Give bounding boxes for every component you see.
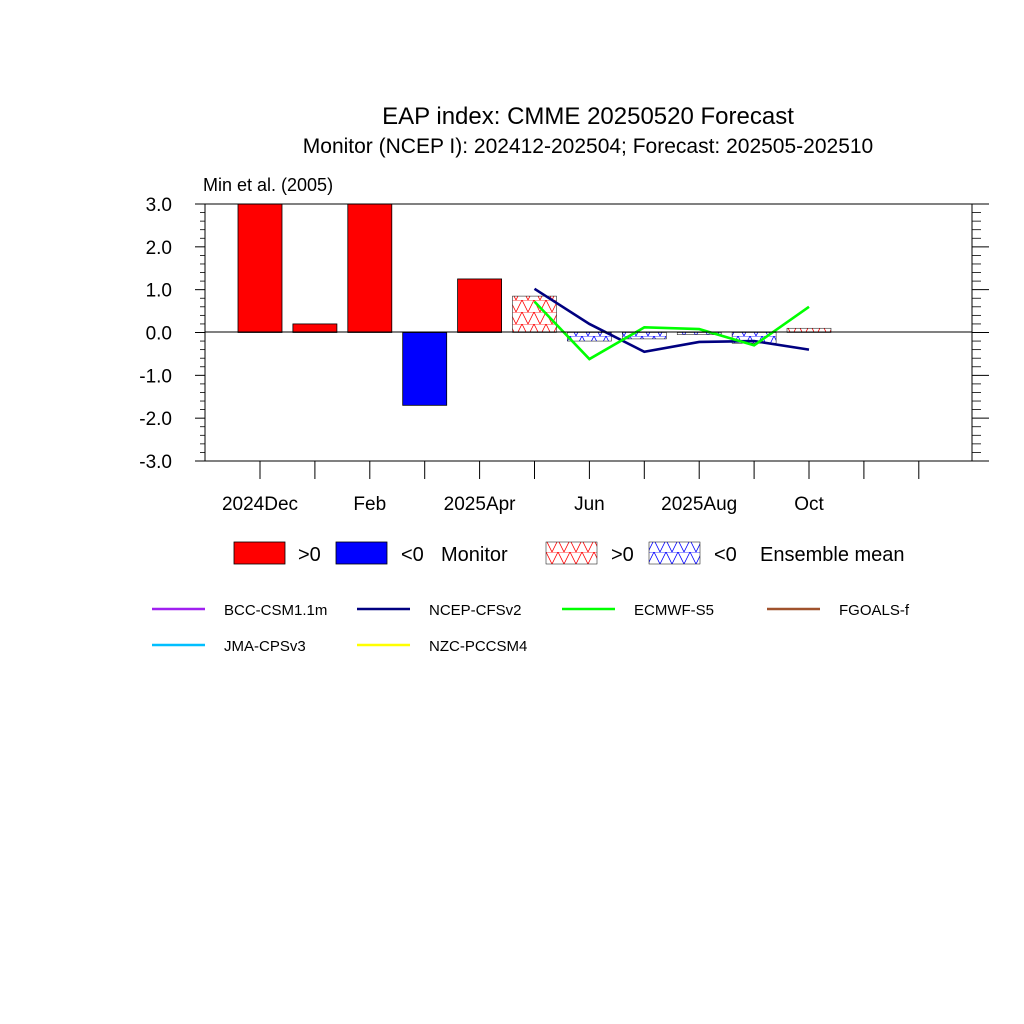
y-tick-label: 1.0 bbox=[146, 281, 172, 302]
legend-label-ensemble-positive: >0 bbox=[611, 544, 634, 566]
x-tick-label: 2025Apr bbox=[444, 494, 517, 515]
model-legend: BCC-CSM1.1m NCEP-CFSv2 ECMWF-S5 FGOALS-f JMA… bbox=[152, 602, 910, 655]
monitor-bar-2025-03 bbox=[402, 332, 448, 406]
y-tick-label: 2.0 bbox=[146, 238, 172, 259]
legend-label-monitor: Monitor bbox=[441, 544, 508, 566]
legend-swatch-ensemble-positive bbox=[545, 541, 598, 565]
legend-label-ensemble-negative: <0 bbox=[714, 544, 737, 566]
legend-label-nzc-pccsm4: NZC-PCCSM4 bbox=[429, 638, 527, 655]
legend-label-fgoals-f: FGOALS-f bbox=[839, 602, 910, 619]
legend-label-ecmwf-s5: ECMWF-S5 bbox=[634, 602, 714, 619]
x-tick-label: Oct bbox=[794, 494, 824, 515]
y-tick-label: -2.0 bbox=[139, 409, 172, 430]
ensemble-bar-2025-05 bbox=[512, 295, 557, 333]
legend-label-jma-cpsv3: JMA-CPSv3 bbox=[224, 638, 306, 655]
x-tick-label: 2025Aug bbox=[661, 494, 737, 515]
y-tick-label: -3.0 bbox=[139, 452, 172, 473]
series-line-ecmwf-s5 bbox=[533, 300, 810, 361]
legend-swatch-monitor-negative bbox=[335, 541, 388, 565]
x-axis: 2024Dec Feb 2025Apr Jun 2025Aug Oct bbox=[222, 461, 920, 515]
legend-label-ncep-cfsv2: NCEP-CFSv2 bbox=[429, 602, 522, 619]
y-tick-label: 0.0 bbox=[146, 324, 172, 345]
chart-title: EAP index: CMME 20250520 Forecast bbox=[382, 103, 794, 130]
series-line-ncep-cfsv2 bbox=[533, 287, 810, 354]
monitor-bar-2024-12 bbox=[237, 203, 283, 333]
monitor-bar-2025-02 bbox=[347, 203, 393, 333]
bar-legend: >0 <0 Monitor >0 <0 Ensemble mean bbox=[233, 541, 905, 566]
y-tick-label: -1.0 bbox=[139, 366, 172, 387]
legend-swatch-ensemble-negative bbox=[648, 541, 701, 565]
y-axis: 3.0 2.0 1.0 0.0 -1.0 -2.0 -3.0 bbox=[139, 195, 989, 473]
ensemble-bar-2025-06 bbox=[567, 332, 612, 342]
monitor-bar-2025-04 bbox=[457, 278, 503, 333]
legend-swatch-monitor-positive bbox=[233, 541, 286, 565]
ensemble-mean-bars bbox=[512, 295, 832, 344]
x-tick-label: Feb bbox=[353, 494, 386, 515]
legend-label-ensemble-mean: Ensemble mean bbox=[760, 544, 905, 566]
legend-label-monitor-positive: >0 bbox=[298, 544, 321, 566]
legend-label-monitor-negative: <0 bbox=[401, 544, 424, 566]
source-note: Min et al. (2005) bbox=[203, 175, 333, 195]
y-tick-label: 3.0 bbox=[146, 195, 172, 216]
x-tick-label: Jun bbox=[574, 494, 605, 515]
x-tick-label: 2024Dec bbox=[222, 494, 298, 515]
legend-label-bcc-csm1-1m: BCC-CSM1.1m bbox=[224, 602, 327, 619]
monitor-bar-2025-01 bbox=[292, 323, 338, 333]
model-lines bbox=[533, 287, 810, 361]
monitor-bars bbox=[237, 203, 503, 406]
chart-subtitle: Monitor (NCEP I): 202412-202504; Forecas… bbox=[303, 135, 873, 158]
